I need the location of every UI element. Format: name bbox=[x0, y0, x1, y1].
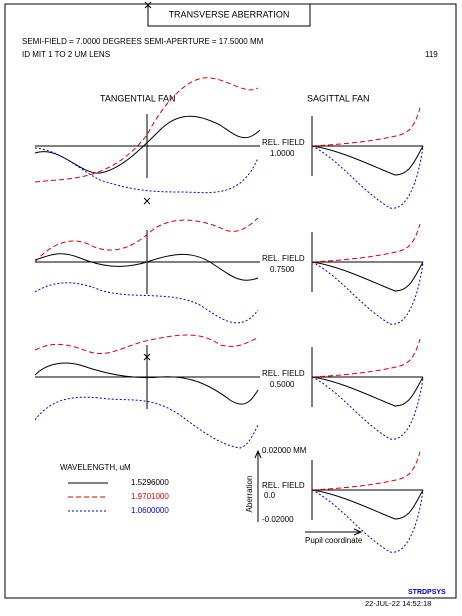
legend-title: WAVELENGTH, uM bbox=[60, 463, 131, 472]
row-label: REL. FIELD bbox=[262, 369, 305, 378]
fan-row bbox=[34, 77, 424, 209]
sagittal-curve bbox=[311, 376, 424, 407]
row-value: 0.7500 bbox=[270, 265, 295, 274]
tangential-curve bbox=[34, 147, 259, 194]
plots bbox=[34, 77, 424, 553]
tangential-curve bbox=[34, 217, 259, 263]
sagittal-title: SAGITTAL FAN bbox=[307, 93, 370, 103]
number: 119 bbox=[425, 50, 438, 59]
row-value: 0.5000 bbox=[270, 380, 295, 389]
tangential-curve bbox=[34, 334, 259, 354]
x-arrow-head bbox=[353, 528, 363, 536]
tangential-curve bbox=[34, 282, 259, 324]
tangential-curve bbox=[34, 115, 261, 174]
fan-row bbox=[34, 217, 424, 325]
row-label: REL. FIELD bbox=[262, 481, 305, 490]
row-label: REL. FIELD bbox=[262, 138, 305, 147]
axis-zero: 0.0 bbox=[264, 491, 276, 500]
axis-top: 0.02000 MM bbox=[262, 446, 307, 455]
tangential-curve bbox=[34, 77, 259, 183]
tangential-curve bbox=[34, 362, 259, 405]
legend-label: 1.5296000 bbox=[131, 478, 169, 487]
axis-x-label: Pupil coordinate bbox=[305, 536, 363, 545]
legend-label: 1.9701000 bbox=[131, 492, 169, 501]
sagittal-curve bbox=[311, 223, 421, 263]
fan-row bbox=[311, 451, 424, 553]
tangential-curve bbox=[34, 396, 259, 449]
tangential-curve bbox=[34, 253, 259, 281]
sagittal-curve bbox=[311, 261, 424, 325]
sagittal-curve bbox=[311, 489, 424, 553]
sagittal-curve bbox=[311, 376, 424, 440]
row-value: 1.0000 bbox=[270, 149, 295, 158]
sagittal-curve bbox=[311, 107, 421, 147]
title-box bbox=[147, 3, 311, 27]
fan-row bbox=[34, 334, 424, 449]
tangential-title: TANGENTIAL FAN bbox=[100, 93, 176, 103]
lens-id: ID MIT 1 TO 2 UM LENS bbox=[22, 50, 110, 59]
frame bbox=[4, 3, 457, 599]
sagittal-curve bbox=[311, 489, 424, 520]
title: TRANSVERSE ABERRATION bbox=[169, 9, 290, 19]
axis-y-label: Aberration bbox=[245, 476, 254, 513]
timestamp: 22-JUL-22 14:52:18 bbox=[365, 599, 431, 608]
sagittal-curve bbox=[311, 451, 421, 491]
y-arrow-head bbox=[254, 449, 262, 459]
axis-bottom: -0.02000 bbox=[262, 515, 294, 524]
sagittal-curve bbox=[311, 145, 424, 209]
legend-label: 1.0600000 bbox=[131, 506, 169, 515]
sagittal-curve bbox=[311, 261, 424, 292]
row-label: REL. FIELD bbox=[262, 254, 305, 263]
markers bbox=[143, 1, 152, 361]
semi-field: SEMI-FIELD = 7.0000 DEGREES SEMI-APERTUR… bbox=[22, 37, 264, 46]
sagittal-curve bbox=[311, 145, 424, 176]
sagittal-curve bbox=[311, 338, 421, 378]
brand: STRDPSYS bbox=[408, 589, 446, 596]
